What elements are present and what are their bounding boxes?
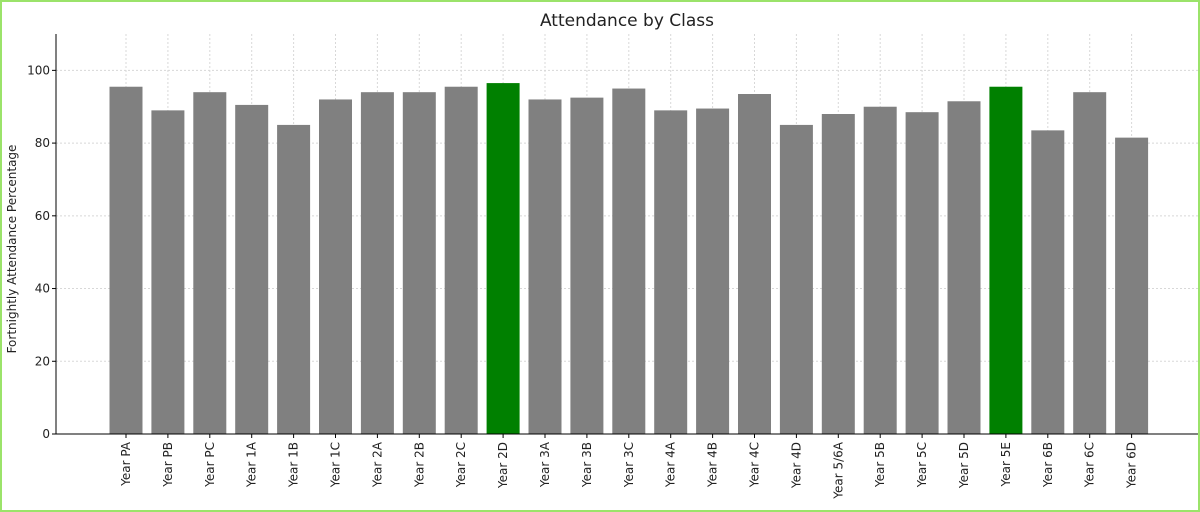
- bar-year-4d: [779, 124, 813, 434]
- x-tick-label: Year 2A: [370, 441, 384, 488]
- x-tick-label: Year 4B: [706, 442, 720, 488]
- x-tick-label: Year 4C: [748, 442, 762, 488]
- bar-year-2c: [444, 86, 478, 435]
- y-tick-label: 20: [35, 354, 50, 368]
- bar-year-5b: [863, 106, 897, 435]
- x-tick-label: Year 3A: [538, 441, 552, 488]
- x-tick-label: Year PB: [161, 442, 175, 488]
- bar-year-5e: [989, 86, 1023, 435]
- x-tick-label: Year 1A: [245, 441, 259, 488]
- x-tick-label: Year 3C: [622, 442, 636, 488]
- x-tick-label: Year 5B: [873, 442, 887, 488]
- bar-year-1b: [277, 124, 311, 434]
- x-tick-label: Year 4D: [789, 442, 803, 489]
- y-axis-label: Fortnightly Attendance Percentage: [5, 145, 19, 354]
- bar-year-1c: [319, 99, 352, 435]
- y-tick-label: 80: [35, 136, 50, 150]
- bar-year-5d: [947, 101, 981, 434]
- bar-year-1a: [235, 104, 269, 434]
- x-tick-label: Year 6B: [1041, 442, 1055, 488]
- bar-year-4b: [696, 108, 730, 434]
- bar-year-4c: [738, 94, 771, 434]
- x-tick-label: Year 2D: [496, 442, 510, 489]
- bar-year-pc: [193, 92, 227, 434]
- bar-year-2b: [402, 92, 436, 434]
- x-tick-label: Year 1B: [287, 442, 301, 488]
- bar-year-2a: [360, 92, 394, 434]
- x-tick-label: Year 6D: [1125, 442, 1139, 489]
- bar-year-6c: [1073, 92, 1107, 434]
- bar-year-2d: [486, 83, 520, 434]
- bar-year-5-6a: [821, 114, 855, 434]
- y-tick-label: 40: [35, 282, 50, 296]
- x-tick-label: Year 2B: [412, 442, 426, 488]
- bar-year-5c: [905, 112, 939, 434]
- x-ticks: Year PA Year PB Year PC Year 1A Year 1B Year …: [119, 434, 1139, 500]
- x-tick-label: Year 5/6A: [831, 441, 845, 500]
- x-tick-label: Year PC: [203, 442, 217, 488]
- y-tick-label: 100: [27, 63, 50, 77]
- bars: [109, 83, 1149, 435]
- x-tick-label: Year 2C: [454, 442, 468, 488]
- axes: [55, 34, 1198, 435]
- y-tick-label: 0: [42, 427, 50, 441]
- bar-year-3b: [570, 97, 604, 435]
- x-tick-label: Year 6C: [1083, 442, 1097, 488]
- x-tick-label: Year 1C: [329, 442, 343, 488]
- y-tick-label: 60: [35, 209, 50, 223]
- bar-year-pb: [151, 110, 185, 434]
- x-tick-label: Year 4A: [664, 441, 678, 488]
- bar-year-6d: [1115, 137, 1149, 435]
- bar-year-4a: [654, 110, 688, 434]
- y-ticks: 0 20 40 60 80 100: [27, 63, 56, 441]
- x-tick-label: Year PA: [119, 441, 133, 487]
- bar-year-3c: [612, 88, 646, 434]
- x-tick-label: Year 5C: [915, 442, 929, 488]
- bar-year-pa: [109, 86, 143, 435]
- x-tick-label: Year 3B: [580, 442, 594, 488]
- bar-year-3a: [528, 99, 562, 435]
- x-tick-label: Year 5E: [999, 442, 1013, 487]
- chart-title: Attendance by Class: [540, 11, 714, 31]
- x-tick-label: Year 5D: [957, 442, 971, 489]
- bar-year-6b: [1031, 130, 1065, 434]
